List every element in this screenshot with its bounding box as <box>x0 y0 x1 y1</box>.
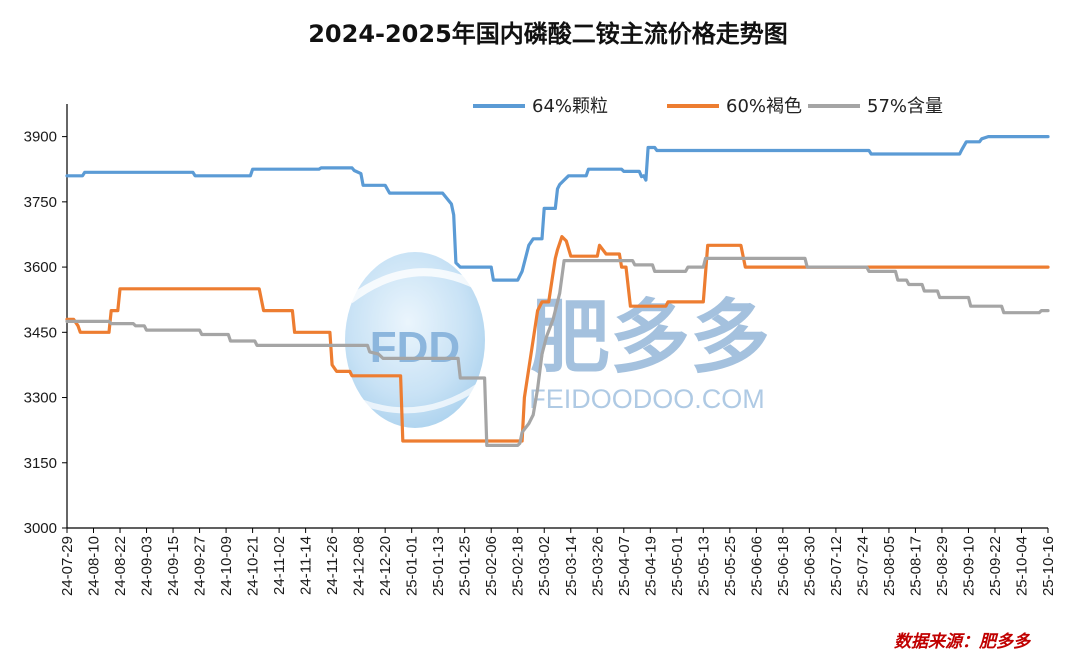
x-tick-label: 24-12-08 <box>351 536 368 596</box>
x-tick-label: 24-11-14 <box>298 536 315 595</box>
x-tick-label: 25-04-07 <box>616 536 633 596</box>
watermark-globe-icon <box>345 252 485 428</box>
legend: 64%颗粒 60%褐色 57%含量 <box>473 96 943 117</box>
x-tick-label: 24-09-15 <box>165 536 182 596</box>
x-tick-label: 24-11-26 <box>324 536 341 595</box>
x-tick-label: 25-01-01 <box>404 536 421 596</box>
legend-label-2: 60%褐色 <box>726 96 802 117</box>
x-tick-label: 25-08-17 <box>907 536 924 596</box>
x-tick-label: 25-04-19 <box>642 536 659 596</box>
y-tick-label: 3900 <box>24 129 57 146</box>
y-tick-label: 3450 <box>24 324 57 341</box>
x-tick-label: 25-02-18 <box>510 536 527 596</box>
x-tick-label: 24-10-21 <box>245 536 262 596</box>
x-tick-label: 25-08-05 <box>881 536 898 596</box>
y-tick-label: 3600 <box>24 259 57 276</box>
x-tick-label: 25-05-25 <box>722 536 739 596</box>
y-axis-ticks: 3000 3150 3300 3450 3600 3750 3900 <box>24 129 67 537</box>
x-tick-label: 24-12-20 <box>377 536 394 596</box>
legend-label-1: 64%颗粒 <box>532 96 608 117</box>
x-tick-label: 25-02-06 <box>483 536 500 596</box>
x-tick-label: 24-11-02 <box>271 536 288 595</box>
series-lines <box>65 135 1050 447</box>
x-tick-label: 24-09-03 <box>139 536 156 596</box>
watermark-logo: FDD 肥多多 FEIDOODOO.COM <box>343 252 770 428</box>
x-tick-label: 25-01-13 <box>430 536 447 596</box>
watermark-logo-text: FDD <box>370 323 460 372</box>
y-tick-label: 3300 <box>24 390 57 407</box>
chart-title: 2024-2025年国内磷酸二铵主流价格走势图 <box>308 20 788 48</box>
x-tick-label: 25-06-18 <box>775 536 792 596</box>
x-tick-label: 25-06-06 <box>748 536 765 596</box>
series-line-1 <box>65 135 1050 282</box>
x-tick-label: 25-03-02 <box>536 536 553 596</box>
x-tick-label: 25-05-13 <box>695 536 712 596</box>
x-tick-label: 24-07-29 <box>59 536 76 596</box>
x-tick-label: 25-01-25 <box>457 536 474 596</box>
legend-label-3: 57%含量 <box>867 96 943 117</box>
y-tick-label: 3750 <box>24 194 57 211</box>
series-line-3 <box>65 256 1050 447</box>
x-tick-label: 25-07-24 <box>854 536 871 596</box>
source-note: 数据来源：肥多多 <box>894 632 1032 652</box>
x-tick-label: 25-03-14 <box>563 536 580 596</box>
y-tick-label: 3150 <box>24 455 57 472</box>
x-tick-label: 24-10-09 <box>218 536 235 596</box>
watermark-brand-en: FEIDOODOO.COM <box>529 384 765 414</box>
x-tick-label: 25-06-30 <box>801 536 818 596</box>
x-tick-label: 24-08-10 <box>86 536 103 596</box>
x-tick-label: 25-03-26 <box>589 536 606 596</box>
y-tick-label: 3000 <box>24 520 57 537</box>
x-tick-label: 25-07-12 <box>828 536 845 596</box>
x-tick-label: 25-09-10 <box>960 536 977 596</box>
x-tick-label: 25-08-29 <box>934 536 951 596</box>
series-line-2 <box>65 235 1050 443</box>
x-tick-label: 24-09-27 <box>192 536 209 596</box>
x-tick-label: 25-10-16 <box>1040 536 1057 596</box>
x-tick-label: 25-09-22 <box>987 536 1004 596</box>
x-tick-label: 25-05-01 <box>669 536 686 596</box>
x-tick-label: 25-10-04 <box>1013 536 1030 596</box>
x-axis-ticks: 24-07-29 24-08-10 24-08-22 24-09-03 24-09-15… <box>59 528 1057 596</box>
x-tick-label: 24-08-22 <box>112 536 129 596</box>
